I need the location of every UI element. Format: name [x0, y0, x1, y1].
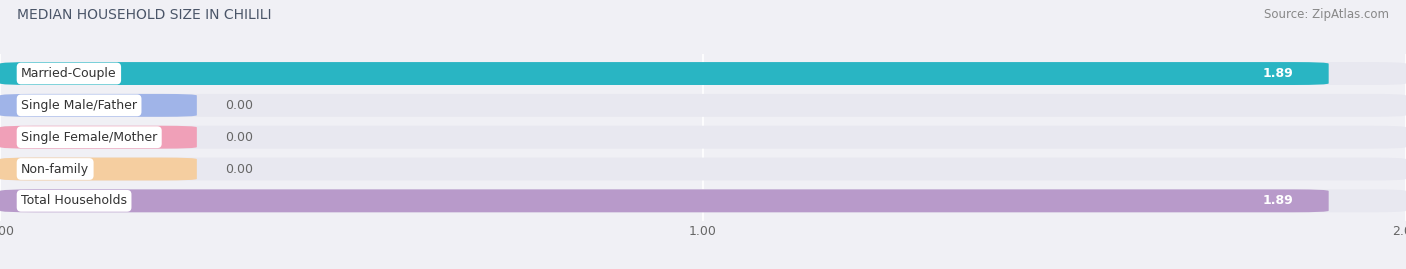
- FancyBboxPatch shape: [0, 62, 1329, 85]
- FancyBboxPatch shape: [0, 158, 1406, 180]
- Text: Total Households: Total Households: [21, 194, 127, 207]
- Text: 0.00: 0.00: [225, 162, 253, 175]
- FancyBboxPatch shape: [0, 94, 1406, 117]
- Text: 1.89: 1.89: [1263, 194, 1294, 207]
- FancyBboxPatch shape: [0, 62, 1406, 85]
- FancyBboxPatch shape: [0, 94, 197, 117]
- FancyBboxPatch shape: [0, 189, 1329, 212]
- Text: 0.00: 0.00: [225, 131, 253, 144]
- Text: Married-Couple: Married-Couple: [21, 67, 117, 80]
- Text: MEDIAN HOUSEHOLD SIZE IN CHILILI: MEDIAN HOUSEHOLD SIZE IN CHILILI: [17, 8, 271, 22]
- Text: Source: ZipAtlas.com: Source: ZipAtlas.com: [1264, 8, 1389, 21]
- Text: Non-family: Non-family: [21, 162, 89, 175]
- FancyBboxPatch shape: [0, 126, 197, 149]
- Text: Single Female/Mother: Single Female/Mother: [21, 131, 157, 144]
- FancyBboxPatch shape: [0, 189, 1406, 212]
- Text: 0.00: 0.00: [225, 99, 253, 112]
- Text: 1.89: 1.89: [1263, 67, 1294, 80]
- Text: Single Male/Father: Single Male/Father: [21, 99, 138, 112]
- FancyBboxPatch shape: [0, 126, 1406, 149]
- FancyBboxPatch shape: [0, 158, 197, 180]
